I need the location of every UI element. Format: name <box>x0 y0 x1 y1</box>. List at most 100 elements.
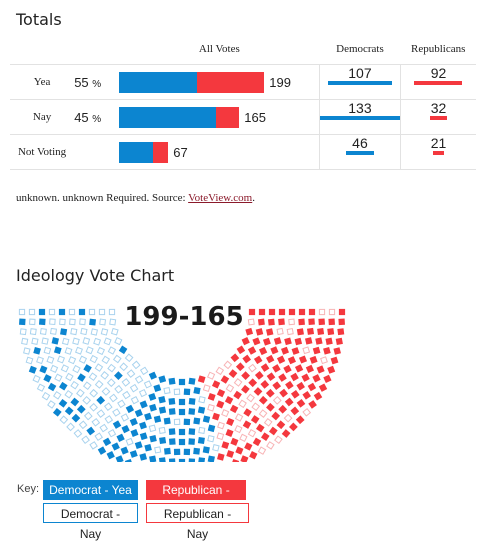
seat-marker <box>61 337 70 346</box>
seat-marker <box>337 328 345 336</box>
seat-marker <box>207 455 215 462</box>
seat-marker <box>286 327 294 336</box>
seat-marker <box>278 318 285 326</box>
seat-marker <box>258 409 268 418</box>
seat-marker <box>287 356 296 365</box>
republicans-header: Republicans <box>411 43 466 55</box>
democrat-count-bar <box>327 80 393 85</box>
seat-marker <box>197 375 206 384</box>
seat-marker <box>231 458 240 462</box>
seat-marker <box>197 436 205 445</box>
seat-marker <box>178 458 186 462</box>
seat-marker <box>80 327 88 336</box>
seat-marker <box>72 364 81 374</box>
seat-marker <box>134 409 143 418</box>
seat-marker <box>19 328 27 336</box>
seat-marker <box>89 318 97 326</box>
seat-marker <box>82 337 91 345</box>
seat-marker <box>245 327 254 336</box>
seat-marker <box>323 374 332 384</box>
seat-marker <box>59 318 66 326</box>
seat-marker <box>121 378 131 387</box>
seat-marker <box>178 398 186 406</box>
all-votes-democrat-bar <box>119 71 198 93</box>
seat-marker <box>198 457 206 462</box>
seat-marker <box>243 408 252 417</box>
key-label: Key: <box>17 483 40 495</box>
seat-marker <box>252 337 261 346</box>
seat-marker <box>281 346 289 355</box>
seat-marker <box>94 363 104 372</box>
seat-marker <box>97 446 107 455</box>
seat-marker <box>262 337 271 346</box>
seat-marker <box>258 346 268 356</box>
seat-marker <box>109 393 118 403</box>
seat-marker <box>223 360 233 370</box>
seat-marker <box>100 328 109 336</box>
seat-marker <box>33 347 41 355</box>
seat-marker <box>115 455 124 462</box>
seat-marker <box>70 327 78 336</box>
seat-marker <box>302 346 311 355</box>
totals-heading: Totals <box>16 10 62 29</box>
seat-marker <box>188 408 196 415</box>
seat-marker <box>298 318 305 326</box>
seat-marker <box>211 380 221 389</box>
seat-marker <box>25 356 34 365</box>
seat-marker <box>207 424 216 433</box>
seat-marker <box>289 422 298 432</box>
seat-marker <box>126 369 136 378</box>
totals-table: All Votes Democrats Republicans Yea 55 % 1… <box>10 34 476 170</box>
seat-marker <box>139 400 148 409</box>
seat-marker <box>304 337 313 345</box>
seat-marker <box>295 415 305 425</box>
seat-marker <box>173 448 181 456</box>
seat-marker <box>338 318 345 326</box>
seat-marker <box>305 364 314 373</box>
seat-marker <box>163 386 171 395</box>
seat-marker <box>96 346 106 356</box>
seat-marker <box>139 432 148 441</box>
seat-marker <box>98 308 106 316</box>
seat-marker <box>168 458 176 462</box>
seat-marker <box>309 355 318 364</box>
seat-marker <box>252 437 262 447</box>
row-percent <box>74 134 120 170</box>
seat-marker <box>276 327 284 336</box>
seat-marker <box>60 328 68 336</box>
seat-marker <box>36 356 44 365</box>
seat-marker <box>270 346 279 355</box>
seat-marker <box>278 308 286 316</box>
seat-marker <box>117 399 126 409</box>
seat-marker <box>56 355 66 364</box>
source-note: unknown. unknown Required. Source: VoteV… <box>16 192 255 204</box>
seat-marker <box>59 415 69 425</box>
seat-marker <box>217 421 225 430</box>
voteview-link[interactable]: VoteView.com <box>188 192 253 204</box>
seat-marker <box>283 364 292 374</box>
seat-marker <box>91 417 101 427</box>
seat-marker <box>226 417 235 426</box>
seat-marker <box>53 391 62 400</box>
seat-marker <box>114 371 123 380</box>
seat-marker <box>158 457 166 462</box>
seat-marker <box>308 318 315 326</box>
seat-marker <box>290 406 300 416</box>
seat-marker <box>173 388 181 396</box>
seat-marker <box>241 336 250 346</box>
seat-marker <box>66 422 75 432</box>
seat-marker <box>296 328 304 336</box>
seat-marker <box>108 308 116 316</box>
seat-marker <box>112 354 122 364</box>
seat-marker <box>107 346 117 355</box>
seat-marker <box>246 393 255 403</box>
seat-marker <box>38 318 46 326</box>
seat-marker <box>129 383 139 393</box>
key-democrat-yea: Democrat - Yea <box>43 480 138 500</box>
seat-marker <box>248 363 257 373</box>
democrat-count-bar <box>319 115 400 120</box>
seat-marker <box>129 417 138 426</box>
democrat-count: 46 <box>352 134 368 151</box>
seat-marker <box>158 406 167 414</box>
seat-marker <box>288 308 296 316</box>
